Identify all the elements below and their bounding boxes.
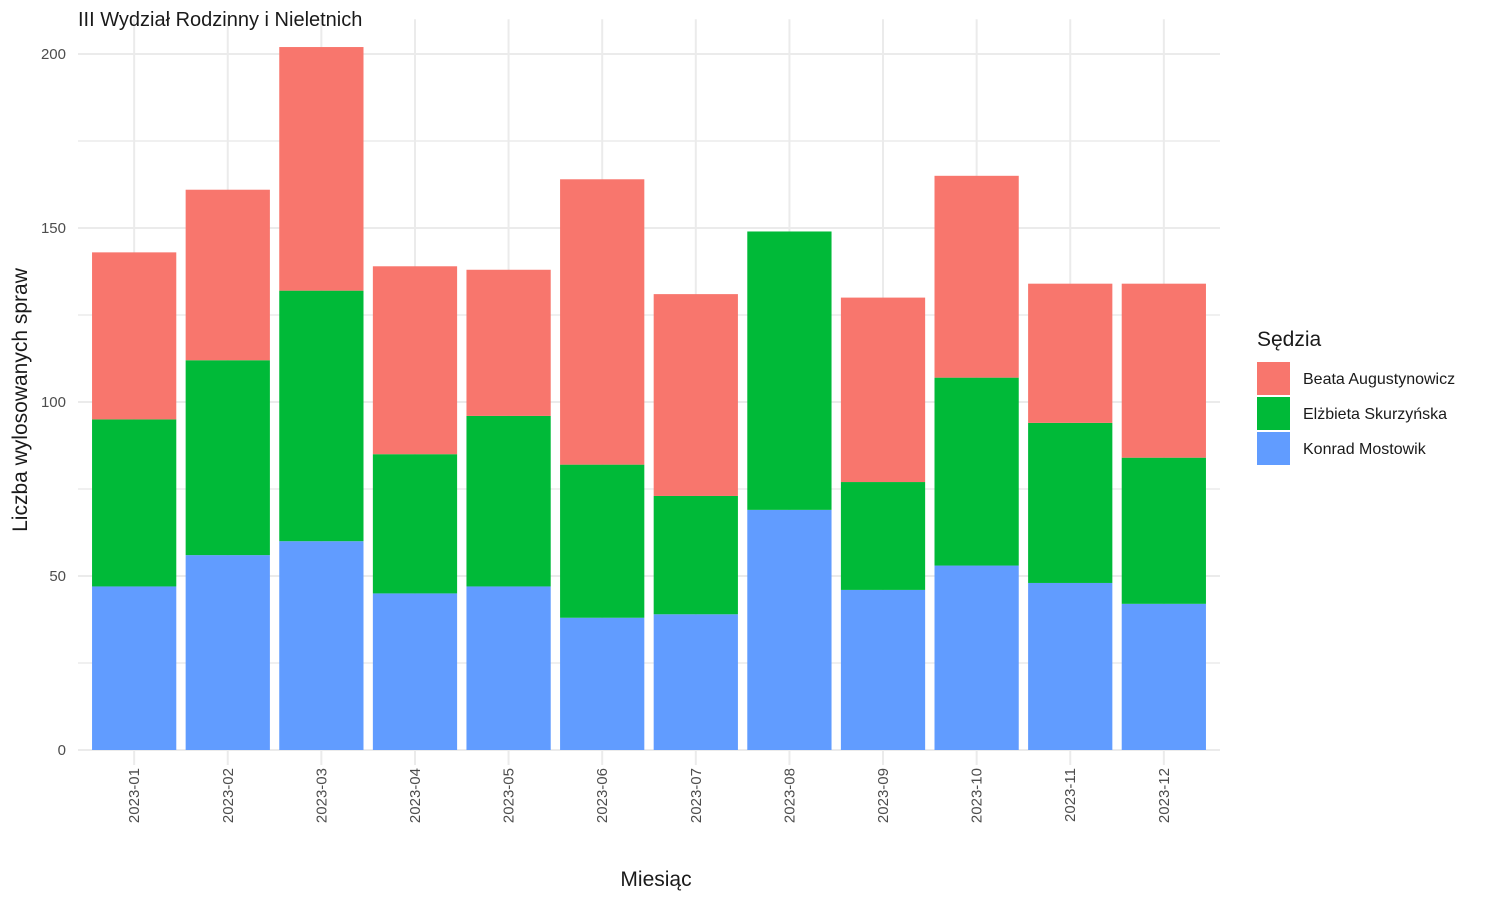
- bar-segment: [372, 454, 458, 594]
- chart-title: III Wydział Rodzinny i Nieletnich: [78, 9, 362, 31]
- legend: Sędzia Beata Augustynowicz Elżbieta Skurz…: [1257, 328, 1455, 465]
- x-tick-label: 2023-03: [313, 768, 330, 823]
- x-tick-label: 2023-08: [781, 768, 798, 823]
- bar-segment: [560, 617, 645, 750]
- x-tick-label: 2023-05: [501, 768, 518, 823]
- x-tick-label: 2023-04: [407, 768, 424, 823]
- bar-segment: [840, 297, 926, 483]
- bar-segment: [934, 377, 1019, 566]
- bar-segment: [279, 290, 364, 542]
- bar-segment: [92, 252, 177, 420]
- legend-swatch: [1257, 432, 1290, 465]
- bar-segment: [747, 231, 832, 510]
- x-tick-label: 2023-10: [969, 768, 986, 823]
- bar-segment: [1028, 283, 1113, 423]
- bar-segment: [185, 189, 270, 361]
- bar-segment: [840, 482, 926, 590]
- bar-segment: [279, 47, 364, 291]
- x-tick-label: 2023-01: [126, 768, 143, 823]
- bar-segment: [466, 269, 551, 416]
- bar-segment: [372, 593, 458, 750]
- bar-segment: [185, 555, 270, 750]
- bar-segment: [747, 509, 832, 750]
- bar-segment: [372, 266, 458, 455]
- bar-segment: [92, 586, 177, 750]
- y-tick-label: 150: [41, 220, 66, 237]
- x-tick-label: 2023-11: [1062, 768, 1079, 822]
- bar-segment: [560, 179, 645, 465]
- bar-segment: [466, 415, 551, 587]
- y-axis-ticks: 0 50 100 150 200: [41, 46, 66, 759]
- bar-segment: [653, 495, 738, 615]
- bar-segment: [1028, 422, 1113, 583]
- bar-segment: [840, 589, 926, 750]
- bar-segment: [1028, 582, 1113, 750]
- x-tick-label: 2023-06: [594, 768, 611, 823]
- legend-label: Konrad Mostowik: [1303, 441, 1427, 458]
- legend-label: Elżbieta Skurzyńska: [1303, 406, 1447, 423]
- x-tick-label: 2023-02: [220, 768, 237, 823]
- bar-segment: [934, 175, 1019, 378]
- bar-segment: [1121, 283, 1206, 458]
- bar-segment: [466, 586, 551, 750]
- bar-segment: [653, 614, 738, 750]
- y-tick-label: 100: [41, 394, 66, 411]
- bar-segment: [560, 464, 645, 618]
- bar-segment: [1121, 603, 1206, 750]
- x-tick-label: 2023-12: [1156, 768, 1173, 823]
- legend-label: Beata Augustynowicz: [1303, 371, 1455, 388]
- x-axis-title: Miesiąc: [620, 868, 691, 891]
- bar-segment: [1121, 457, 1206, 604]
- x-tick-label: 2023-09: [875, 768, 892, 823]
- bar-segment: [185, 360, 270, 556]
- legend-swatch: [1257, 397, 1290, 430]
- x-axis-ticks: 2023-01 2023-02 2023-03 2023-04 2023-05 2023-…: [126, 768, 1173, 823]
- y-tick-label: 0: [58, 742, 66, 759]
- legend-swatch: [1257, 362, 1290, 395]
- y-axis-title: Liczba wylosowanych spraw: [9, 267, 32, 532]
- bars: [92, 47, 1206, 750]
- bar-segment: [934, 565, 1019, 750]
- bar-segment: [92, 419, 177, 587]
- legend-title: Sędzia: [1257, 328, 1322, 351]
- y-tick-label: 200: [41, 46, 66, 63]
- x-tick-label: 2023-07: [688, 768, 705, 823]
- bar-segment: [279, 541, 364, 750]
- bar-segment: [653, 294, 738, 496]
- y-tick-label: 50: [49, 568, 66, 585]
